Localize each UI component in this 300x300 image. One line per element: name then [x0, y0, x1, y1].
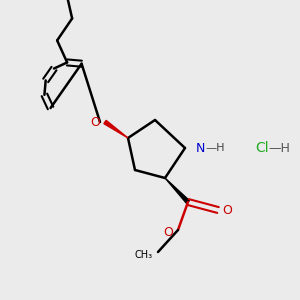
Text: —H: —H: [268, 142, 290, 154]
Text: O: O: [90, 116, 100, 128]
Text: O: O: [163, 226, 173, 239]
Text: N: N: [196, 142, 206, 154]
Text: —H: —H: [205, 143, 224, 153]
Polygon shape: [165, 178, 189, 203]
Text: CH₃: CH₃: [135, 250, 153, 260]
Text: Cl: Cl: [255, 141, 268, 155]
Text: O: O: [222, 205, 232, 218]
Polygon shape: [104, 120, 128, 138]
